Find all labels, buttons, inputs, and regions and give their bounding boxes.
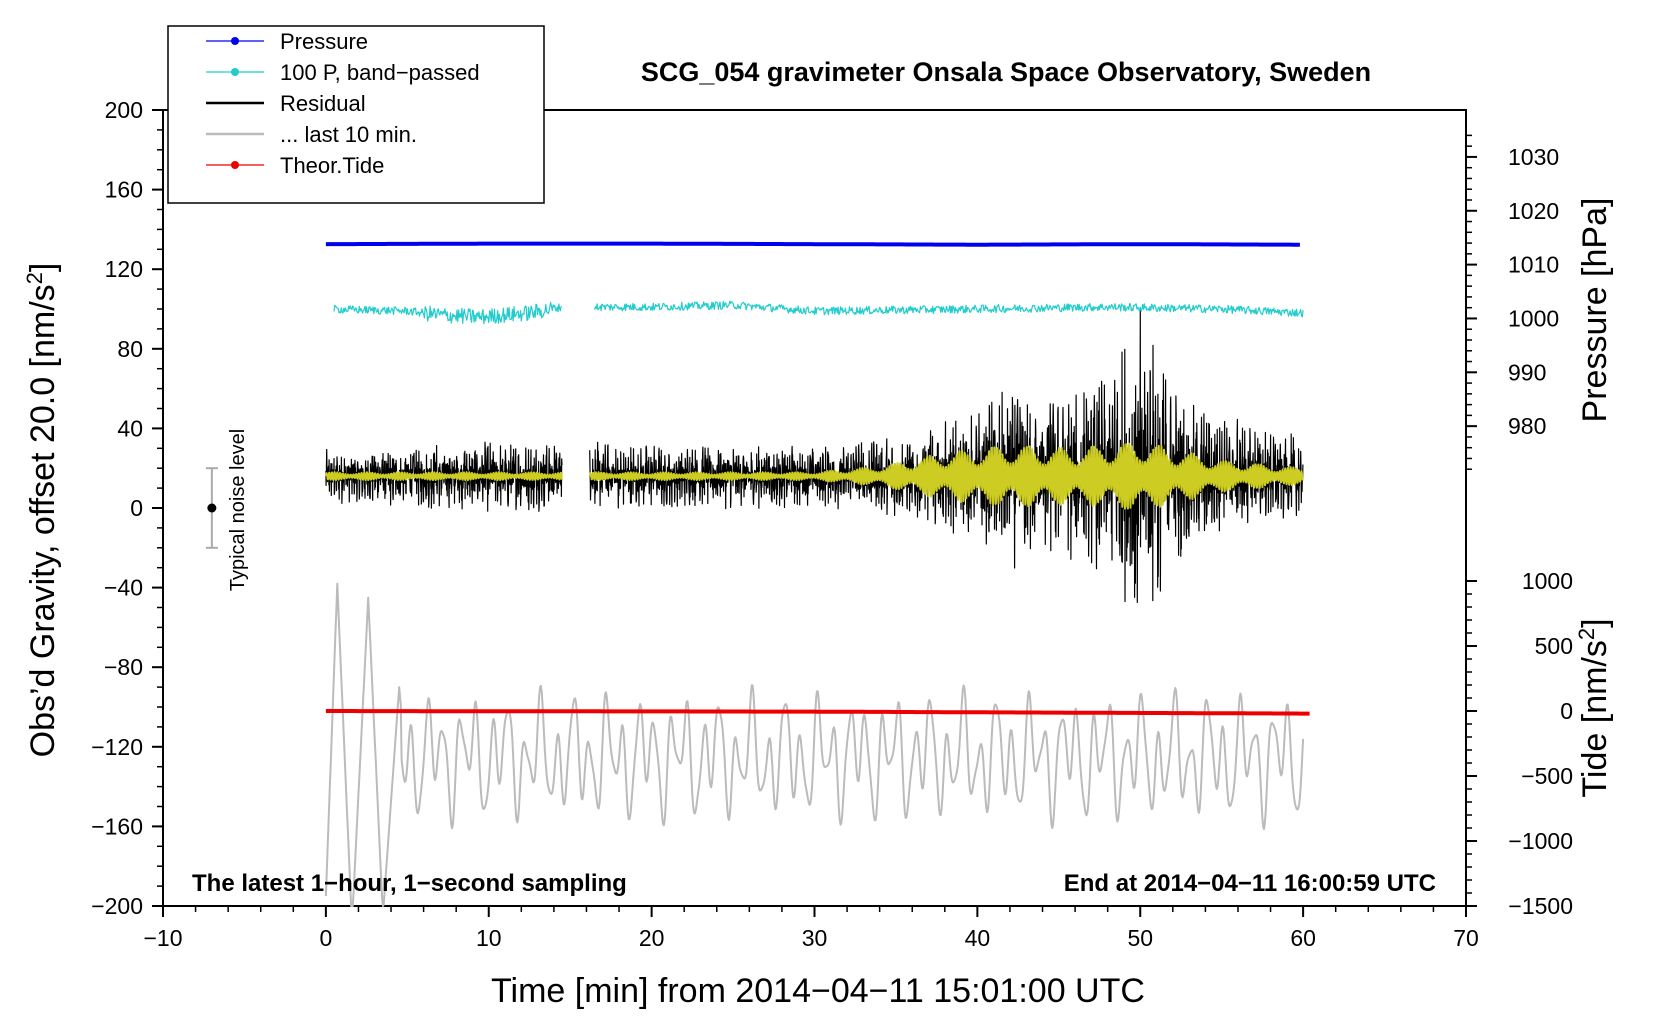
- legend-box: [167, 25, 545, 204]
- legend: Pressure 100 P, band−passed Residual ... la…: [167, 25, 545, 204]
- annotation-end-time: End at 2014−04−11 16:00:59 UTC: [1064, 870, 1436, 897]
- legend-label-3: ... last 10 min.: [280, 122, 417, 147]
- legend-marker-1: [231, 68, 239, 76]
- series-100p-band-passed-0: [333, 301, 562, 325]
- y-tick-label-8: 120: [105, 256, 143, 282]
- tide-tick-label-5: 1000: [1522, 568, 1573, 594]
- x-tick-label-7: 60: [1290, 925, 1316, 951]
- noise-level-label: Typical noise level: [227, 429, 249, 591]
- y-tick-label-5: 0: [130, 495, 143, 521]
- y-tick-label-4: −40: [104, 575, 143, 601]
- y-tick-label-6: 40: [117, 415, 143, 441]
- x-tick-label-5: 40: [965, 925, 991, 951]
- tide-tick-label-1: −1000: [1508, 828, 1573, 854]
- legend-label-0: Pressure: [280, 29, 368, 54]
- legend-label-2: Residual: [280, 91, 366, 116]
- chart-title: SCG_054 gravimeter Onsala Space Observat…: [641, 57, 1371, 87]
- series-pressure: [325, 241, 1300, 247]
- x-axis-title: Time [min] from 2014−04−11 15:01:00 UTC: [491, 972, 1145, 1010]
- pressure-tick-label-3: 1010: [1508, 252, 1559, 278]
- pressure-tick-label-5: 1030: [1508, 144, 1559, 170]
- noise-bar-center: [207, 503, 217, 513]
- series-residual-0: [325, 441, 563, 512]
- x-tick-label-2: 10: [476, 925, 502, 951]
- series-residual-smoothed-0: [324, 471, 563, 482]
- x-tick-label-8: 70: [1453, 925, 1479, 951]
- y-tick-label-10: 200: [105, 97, 143, 123]
- legend-marker-0: [231, 37, 239, 45]
- x-tick-label-0: −10: [143, 925, 182, 951]
- tide-tick-label-2: −500: [1521, 763, 1573, 789]
- x-tick-label-3: 20: [639, 925, 665, 951]
- pressure-tick-label-1: 990: [1508, 359, 1546, 385]
- series-100p-band-passed-1: [594, 300, 1304, 318]
- pressure-tick-label-0: 980: [1508, 413, 1546, 439]
- series-theor-tide: [325, 709, 1310, 716]
- y-tick-label-2: −120: [91, 734, 143, 760]
- series-layer: [324, 241, 1310, 907]
- y-axis-title-pressure: Pressure [hPa]: [1576, 198, 1614, 423]
- annotation-latest-hour: The latest 1−hour, 1−second sampling: [192, 870, 627, 897]
- y-tick-label-0: −200: [91, 893, 143, 919]
- pressure-tick-label-2: 1000: [1508, 305, 1559, 331]
- tide-tick-label-4: 500: [1535, 633, 1573, 659]
- x-tick-label-1: 0: [319, 925, 332, 951]
- legend-marker-4: [231, 161, 239, 169]
- series-last-10-min: [324, 582, 1305, 907]
- legend-label-1: 100 P, band−passed: [280, 60, 480, 85]
- y-axis-title-left: Obs’d Gravity, offset 20.0 [nm/s2]: [22, 263, 63, 758]
- axes-ticks: −10 0 10 20 30 40 50 60 70−200−160−120−80−400408…: [91, 97, 1573, 951]
- y-tick-label-7: 80: [117, 336, 143, 362]
- y-tick-label-9: 160: [105, 177, 143, 203]
- noise-level-indicator: [205, 467, 218, 549]
- tide-tick-label-0: −1500: [1508, 893, 1573, 919]
- pressure-tick-label-4: 1020: [1508, 198, 1559, 224]
- legend-label-4: Theor.Tide: [280, 153, 384, 178]
- y-axis-title-tide: Tide [nm/s2]: [1574, 618, 1615, 797]
- x-tick-label-4: 30: [802, 925, 828, 951]
- y-tick-label-3: −80: [104, 654, 143, 680]
- tide-tick-label-3: 0: [1560, 698, 1573, 724]
- series-residual-smoothed-1: [588, 442, 1304, 510]
- y-tick-label-1: −160: [91, 813, 143, 839]
- x-tick-label-6: 50: [1127, 925, 1153, 951]
